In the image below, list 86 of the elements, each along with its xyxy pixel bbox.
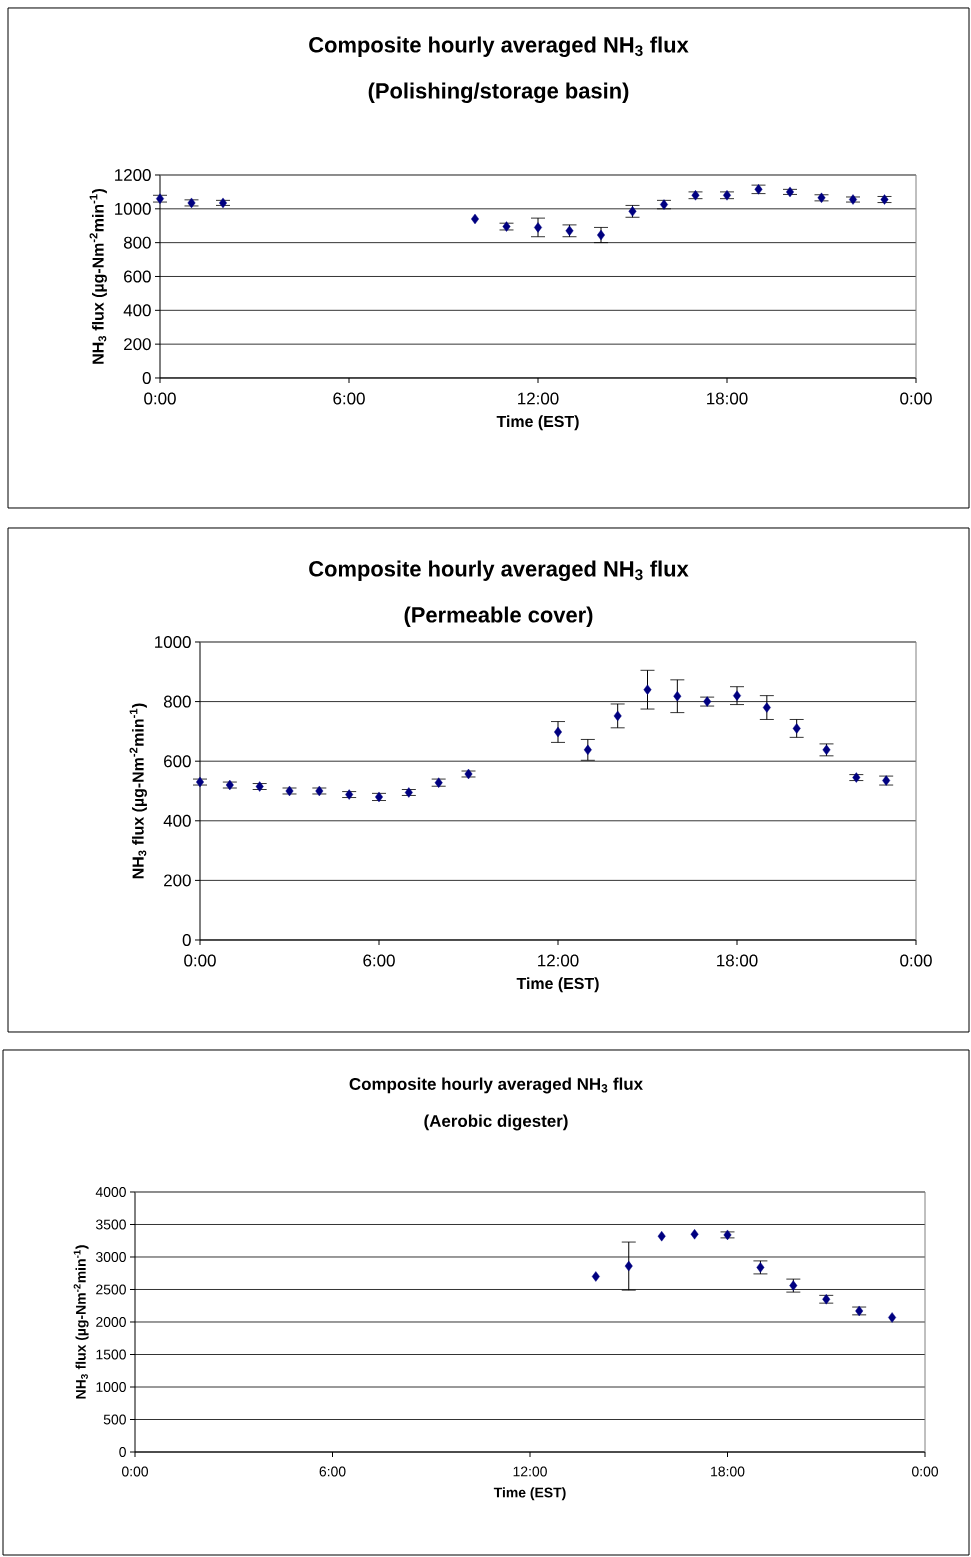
point (315, 785, 324, 797)
point (285, 785, 294, 797)
y-tick-label: 3500 (95, 1219, 126, 1230)
y-axis-title: NH$_{3}$ flux (µg-Nm$^{-2}$min$^{-1}$) (73, 1245, 89, 1399)
point (817, 192, 826, 204)
y-tick-label: 800 (123, 236, 151, 249)
x-tick-label: 12:00 (538, 954, 579, 967)
chart-title: Composite hourly averaged NH$_{3}$ flux (309, 560, 689, 582)
y-tick-label: 400 (163, 814, 191, 827)
x-axis-title: Time (EST) (493, 1487, 566, 1501)
point (434, 777, 443, 788)
y-tick-label: 600 (124, 270, 151, 283)
point (822, 1294, 831, 1305)
point (789, 1280, 798, 1291)
point (583, 744, 592, 756)
point (882, 775, 891, 786)
y-tick-label: 400 (123, 304, 151, 317)
point (156, 193, 164, 204)
point (690, 1229, 699, 1240)
y-tick-label: 800 (163, 695, 191, 708)
point (660, 199, 668, 210)
x-tick-label: 12:00 (513, 1466, 547, 1477)
y-tick-label: 1000 (96, 1382, 126, 1392)
point (762, 702, 771, 713)
y-tick-label: 1000 (155, 635, 191, 648)
point (345, 789, 354, 800)
point (723, 1229, 732, 1241)
x-tick-label: 18:00 (711, 1466, 745, 1477)
x-tick-label: 0:00 (144, 392, 176, 405)
x-tick-label: 0:00 (184, 954, 216, 967)
y-tick-label: 1500 (96, 1349, 126, 1360)
x-tick-label: 0:00 (121, 1466, 149, 1477)
y-tick-label: 0 (142, 371, 151, 384)
point (225, 779, 234, 791)
point (255, 781, 264, 792)
point (703, 696, 712, 707)
y-axis-title: NH$_{3}$ flux (µg-Nm$^{-2}$min$^{-1}$) (89, 188, 107, 364)
y-tick-label: 3000 (95, 1252, 126, 1262)
point (534, 222, 542, 233)
y-tick-label: 1200 (115, 168, 151, 181)
point (855, 1305, 864, 1317)
point (733, 690, 741, 701)
point (657, 1231, 666, 1242)
point (691, 190, 700, 201)
x-tick-label: 0:00 (900, 954, 932, 967)
y-axis-title: NH$_{3}$ flux (µg-Nm$^{-2}$min$^{-1}$) (129, 703, 147, 879)
y-tick-label: 2000 (96, 1317, 126, 1327)
x-tick-label: 18:00 (707, 392, 748, 405)
y-tick-label: 500 (103, 1414, 126, 1425)
point (792, 723, 801, 734)
chart-subtitle: (Polishing/storage basin) (368, 82, 629, 104)
x-tick-label: 0:00 (900, 392, 932, 405)
point (673, 691, 682, 702)
chart-subtitle: (Permeable cover) (404, 606, 593, 627)
point (502, 221, 511, 232)
x-tick-label: 12:00 (518, 392, 559, 405)
point (849, 194, 857, 205)
x-tick-label: 6:00 (333, 392, 365, 405)
point (643, 684, 652, 695)
chart-title: Composite hourly averaged NH$_{3}$ flux (309, 36, 689, 58)
y-tick-label: 4000 (95, 1187, 126, 1197)
y-tick-label: 1000 (115, 202, 151, 215)
point (613, 710, 622, 722)
y-tick-label: 200 (164, 874, 191, 887)
chart-title: Composite hourly averaged NH$_{3}$ flux (349, 1077, 643, 1094)
point (187, 197, 196, 209)
point (723, 190, 731, 201)
x-tick-label: 0:00 (911, 1466, 939, 1477)
x-tick-label: 6:00 (363, 954, 395, 967)
chart-subtitle: (Aerobic digester) (424, 1114, 568, 1131)
x-axis-title: Time (EST) (516, 977, 599, 993)
point (404, 787, 413, 798)
y-tick-label: 2500 (96, 1284, 126, 1295)
y-tick-label: 200 (124, 338, 151, 351)
point (591, 1271, 600, 1282)
y-tick-label: 0 (119, 1447, 126, 1457)
x-tick-label: 18:00 (717, 954, 758, 967)
point (880, 194, 889, 205)
point (852, 772, 861, 783)
x-axis-title: Time (EST) (496, 415, 579, 431)
y-tick-label: 600 (164, 755, 191, 768)
point (624, 1260, 633, 1272)
x-tick-label: 6:00 (319, 1466, 346, 1477)
point (464, 768, 473, 780)
point (888, 1312, 897, 1323)
y-tick-label: 0 (182, 933, 191, 946)
